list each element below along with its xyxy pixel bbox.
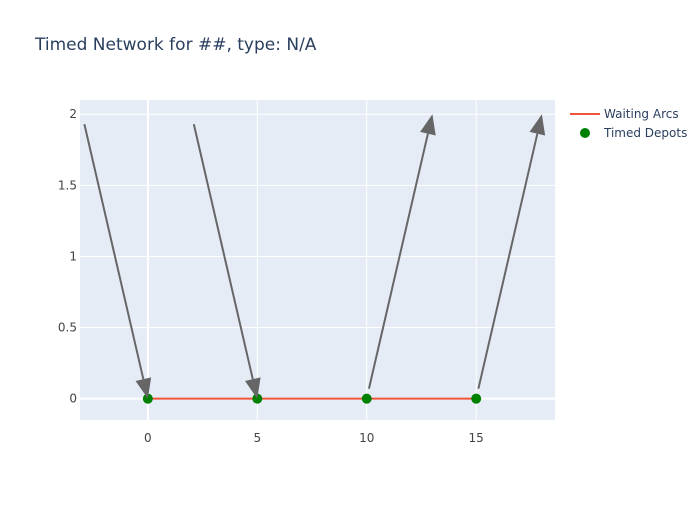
arc-arrow-line xyxy=(477,133,539,389)
chart-title: Timed Network for ##, type: N/A xyxy=(34,35,317,55)
y-tick-label: 1.5 xyxy=(58,178,77,192)
y-tick-label: 1 xyxy=(69,249,77,263)
annotation-layer xyxy=(83,114,546,399)
arc-arrow-head xyxy=(135,377,152,399)
arc-arrow-line xyxy=(83,123,145,380)
legend-marker-swatch xyxy=(580,128,590,138)
legend-item-timed-depots[interactable]: Timed Depots xyxy=(603,126,687,140)
legend[interactable]: Waiting Arcs Timed Depots xyxy=(570,107,687,140)
x-tick-label: 5 xyxy=(253,431,261,445)
arc-arrow-head xyxy=(245,377,261,399)
y-tick-label: 0 xyxy=(69,392,77,406)
timed-depot-point[interactable] xyxy=(361,393,372,404)
x-tick-label: 0 xyxy=(144,431,152,445)
arc-arrow-line xyxy=(367,133,429,389)
legend-item-waiting-arcs[interactable]: Waiting Arcs xyxy=(604,107,679,121)
arc-arrow-line xyxy=(192,123,254,380)
tick-labels: 0 5 10 15 0 0.5 1 1.5 2 xyxy=(58,107,484,445)
arc-arrow-head xyxy=(529,114,546,136)
y-tick-label: 0.5 xyxy=(58,321,77,335)
timed-depot-point[interactable] xyxy=(471,393,482,404)
y-tick-label: 2 xyxy=(69,107,77,121)
plot-background xyxy=(80,100,555,420)
x-tick-label: 15 xyxy=(469,431,484,445)
x-tick-label: 10 xyxy=(359,431,374,445)
arc-arrow-head xyxy=(420,114,436,136)
